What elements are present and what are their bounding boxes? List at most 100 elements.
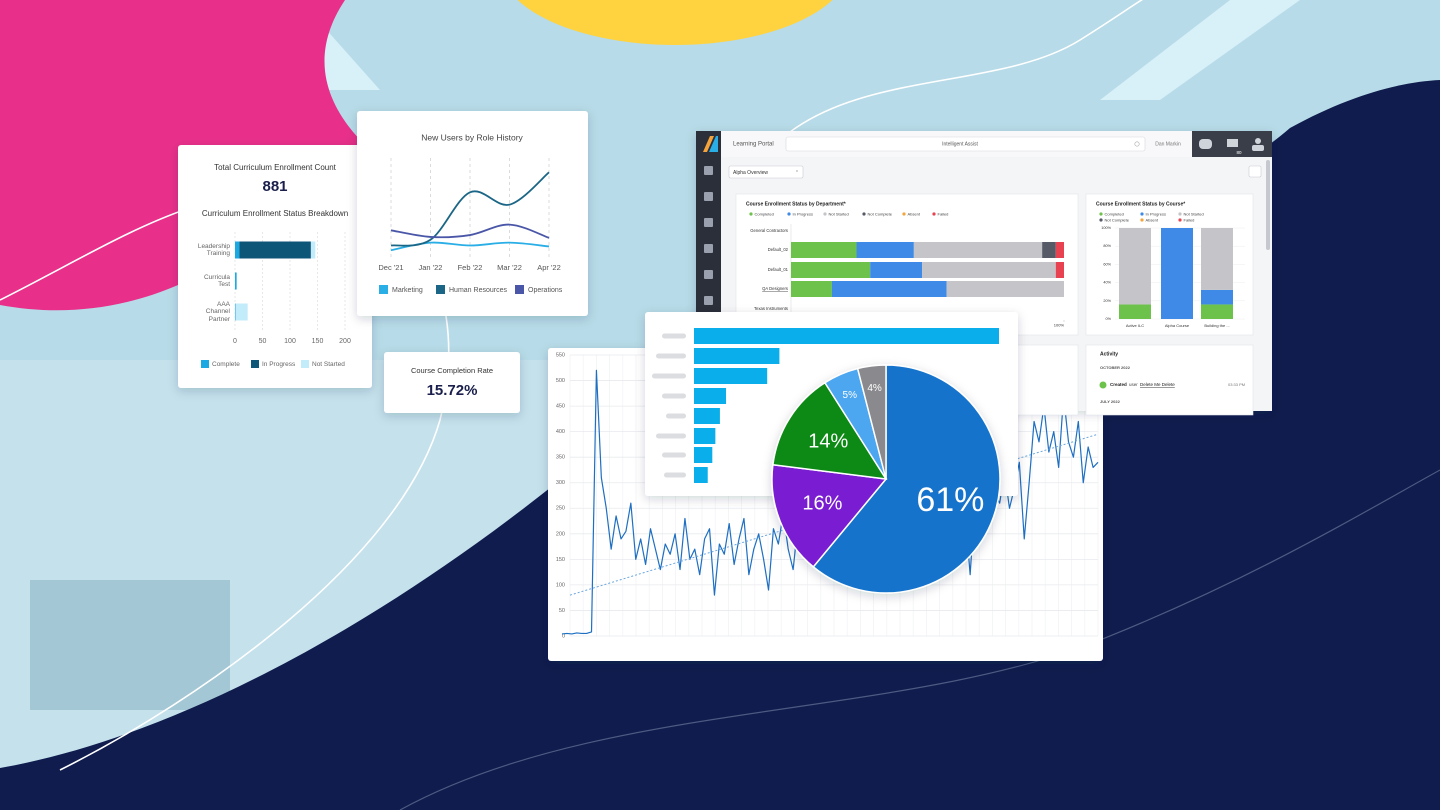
legend-label: Completed [755, 211, 774, 216]
card-title: Course Completion Rate [411, 366, 493, 375]
y-tick-label: Default_01 [768, 267, 789, 272]
bar [694, 368, 768, 384]
label-placeholder [664, 472, 686, 478]
legend-dot [1140, 218, 1144, 222]
nav-icon[interactable] [704, 244, 713, 253]
scrollbar[interactable] [1266, 160, 1270, 250]
legend-label: Not Complete [1105, 217, 1130, 222]
x-tick-label: Feb '22 [458, 263, 483, 272]
completion-card: Course Completion Rate 15.72% [384, 352, 520, 413]
bar [694, 467, 708, 483]
y-tick-label-box: Leadership Training [197, 242, 230, 257]
x-tick-label: Mar '22 [497, 263, 522, 272]
y-tick-label: 100% [1101, 226, 1111, 230]
activity-action: Created [1110, 382, 1127, 387]
legend-swatch [436, 285, 445, 294]
x-tick-label: 100 [284, 338, 296, 345]
y-tick-label-box: AAA Channel Partner [205, 301, 230, 323]
y-tick-label: Texas Instruments [754, 306, 788, 311]
legend-dot [749, 212, 753, 216]
series-line [390, 223, 550, 239]
x-tick-label: 100% [1054, 323, 1065, 328]
bar-segment [1119, 304, 1151, 319]
label-placeholder [662, 333, 686, 339]
bar-segment [239, 241, 311, 259]
y-tick-label: 100 [556, 582, 565, 588]
bar [694, 328, 999, 344]
y-tick-label: 60% [1103, 262, 1111, 266]
search-box[interactable] [785, 136, 1146, 152]
pie-slice [856, 364, 887, 480]
activity-month: OCTOBER 2022 [1100, 365, 1131, 370]
activity-time: 03:33 PM [1228, 382, 1245, 387]
x-tick-label: Building the ... [1204, 323, 1229, 328]
legend-label: Complete [212, 361, 240, 368]
legend-label: Completed [1105, 211, 1124, 216]
nav-icon[interactable] [704, 296, 713, 305]
data-label: 14% [808, 431, 848, 453]
decor-curve [399, 469, 1440, 810]
y-tick-label: 80% [1103, 244, 1111, 248]
y-tick-label: 200 [556, 531, 565, 537]
x-tick-label: Apr '22 [537, 263, 561, 272]
legend-label: Failed [1184, 217, 1195, 222]
label-placeholder [652, 373, 686, 379]
legend-dot [1099, 212, 1103, 216]
pink-blob [0, 0, 365, 311]
view-dropdown[interactable] [728, 165, 804, 179]
bar-segment [1119, 228, 1151, 305]
legend-label: Not Complete [868, 211, 893, 216]
legend-label: Human Resources [449, 287, 507, 294]
x-tick-label: Dec '21 [378, 263, 403, 272]
nav-icon[interactable] [704, 218, 713, 227]
x-tick-label: Alpha Course [1165, 323, 1190, 328]
y-tick-label-box: Curricula Test [203, 273, 230, 288]
legend-label: Not Started [312, 361, 345, 368]
y-tick-label: QA Designers [762, 286, 788, 291]
activity-link[interactable]: Delete Me Delete [1140, 382, 1175, 387]
brand: Learning Portal [733, 142, 774, 148]
decor-curve [779, 0, 1143, 141]
y-tick-label: Curricula Test [203, 273, 230, 288]
y-tick-label: Leadership Training [197, 242, 230, 257]
legend-label: In Progress [793, 211, 813, 216]
card [384, 352, 520, 413]
menu-button[interactable] [1248, 165, 1262, 178]
y-tick-label: 40% [1103, 281, 1111, 285]
bar [694, 388, 727, 404]
data-label: 4% [867, 383, 882, 394]
dropdown-caret: ⌃ [795, 170, 799, 176]
y-tick-label: 400 [556, 429, 565, 435]
legend-label: Not Started [1184, 211, 1204, 216]
nav-icon[interactable] [704, 192, 713, 201]
share-chart: 61% 16% 14% 5% 4% [771, 364, 1001, 594]
legend-dot [1178, 218, 1182, 222]
mail-icon[interactable] [1227, 139, 1238, 147]
label-placeholder [656, 353, 686, 359]
profile-icon[interactable] [1255, 138, 1261, 144]
room-desk [30, 580, 230, 710]
y-tick-label: 300 [556, 480, 565, 486]
pie-slice [772, 381, 888, 480]
chat-icon[interactable] [1199, 139, 1212, 149]
card-title: Total Curriculum Enrollment Count [214, 163, 337, 172]
legend-label: Marketing [392, 287, 423, 294]
nav-icon[interactable] [704, 166, 713, 175]
bar [694, 408, 720, 424]
y-tick-label: 20% [1103, 299, 1111, 303]
panel-title: Activity [1100, 351, 1118, 357]
nav-icon[interactable] [704, 270, 713, 279]
sidebar-icons [704, 166, 713, 305]
label-placeholder [666, 413, 686, 419]
x-tick-label: Active ILC [1126, 323, 1144, 328]
legend-label: Absent [908, 211, 921, 216]
x-tick-label: 50 [259, 338, 267, 345]
legend-dot [823, 212, 827, 216]
bar-segment [791, 281, 832, 297]
pie-slice [812, 364, 1001, 594]
notification-count: 80 [1236, 150, 1242, 155]
y-tick-label: AAA Channel Partner [205, 301, 230, 323]
y-tick-label: 50 [559, 608, 565, 614]
bar [694, 348, 780, 364]
y-tick-label: 150 [556, 557, 565, 563]
